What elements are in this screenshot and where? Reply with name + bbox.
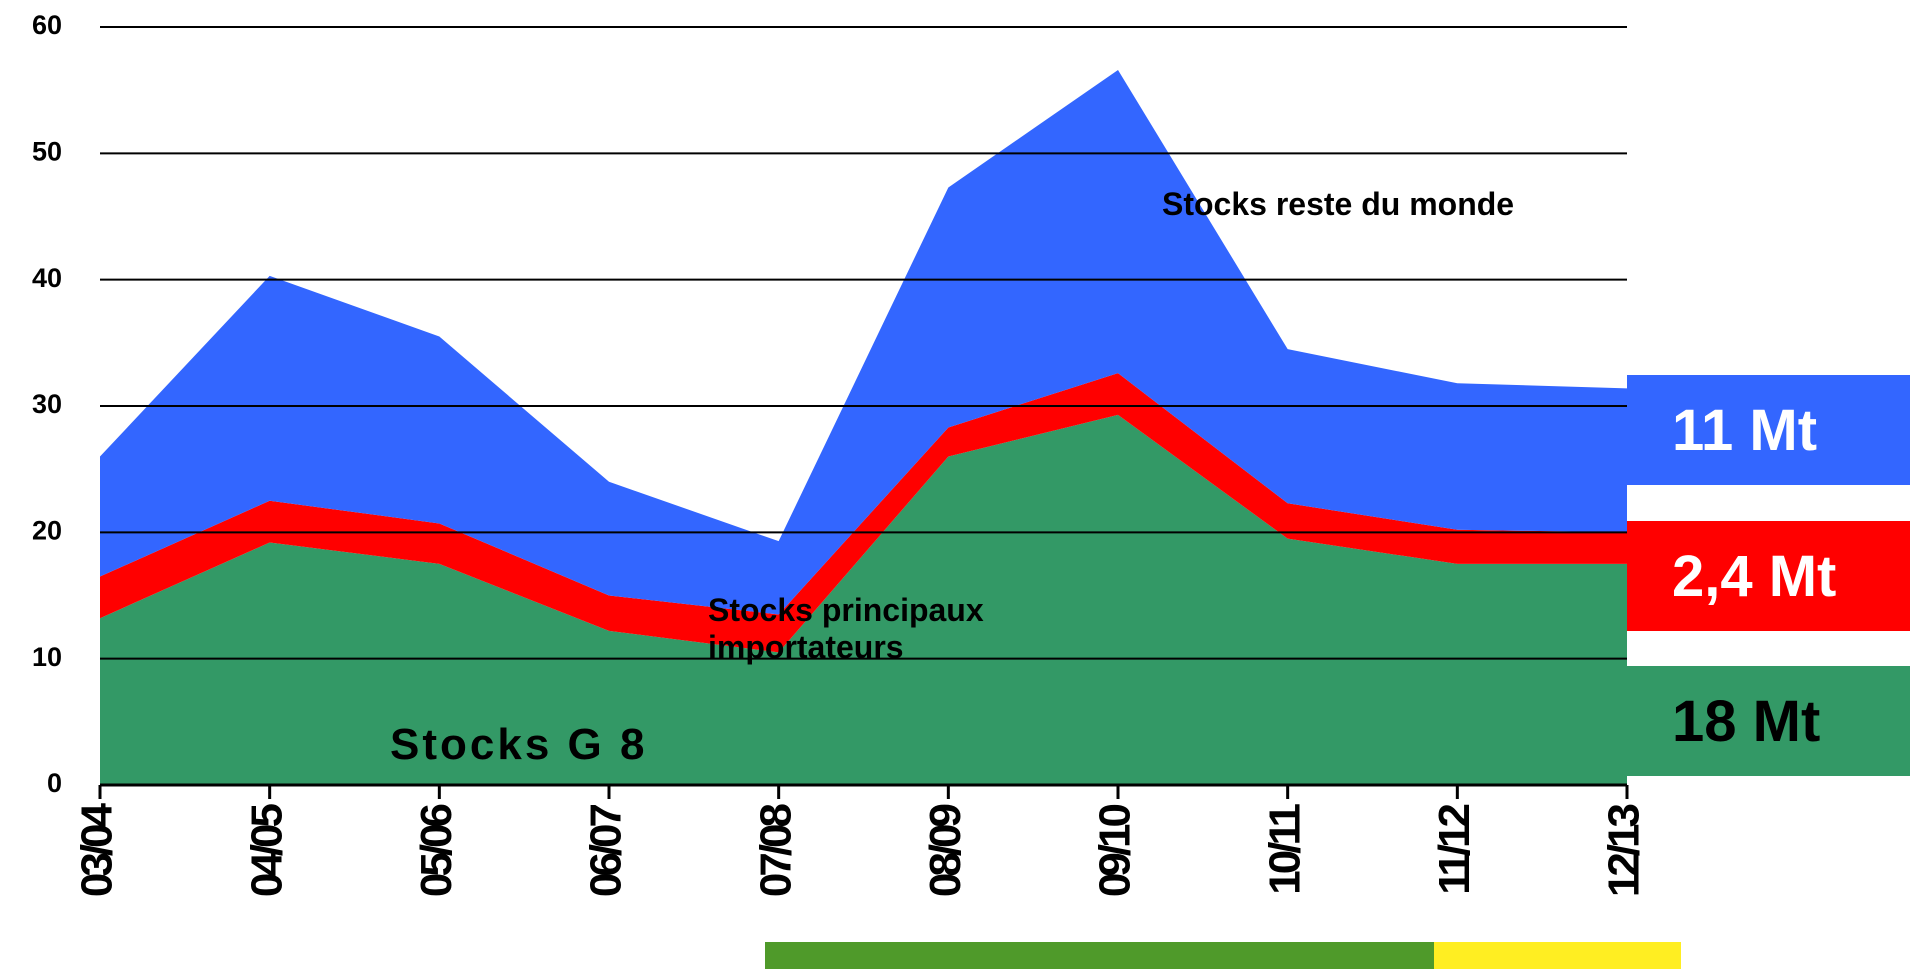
end-label: 18 Mt: [1627, 666, 1910, 776]
x-tick-label: 11/12: [1430, 804, 1479, 894]
y-tick-label: 20: [32, 515, 62, 545]
x-tick-label: 04/05: [242, 803, 291, 897]
x-tick-label: 08/09: [921, 804, 970, 897]
series-label: Stocks reste du monde: [1162, 186, 1515, 222]
end-label: 2,4 Mt: [1627, 521, 1910, 631]
strip-green: [765, 942, 1434, 969]
x-tick-label: 07/08: [751, 803, 800, 897]
area: [100, 69, 1627, 615]
y-tick-label: 60: [32, 10, 62, 40]
y-tick-label: 0: [47, 768, 62, 798]
series-label: Stocks principaux importateurs: [708, 592, 984, 665]
y-tick-label: 30: [32, 389, 62, 419]
x-tick-label: 05/06: [412, 804, 461, 897]
x-tick-label: 10/11: [1260, 803, 1309, 894]
x-tick-label: 03/04: [73, 802, 122, 897]
area: [100, 414, 1627, 785]
end-label: 11 Mt: [1627, 375, 1910, 485]
series-label: Stocks G 8: [390, 720, 648, 769]
area: [100, 373, 1627, 653]
y-tick-label: 50: [32, 136, 62, 166]
x-tick-label: 06/07: [582, 804, 631, 897]
x-tick-label: 12/13: [1600, 804, 1649, 897]
y-tick-label: 40: [32, 263, 62, 293]
y-tick-label: 10: [32, 642, 62, 672]
x-tick-label: 09/10: [1091, 804, 1140, 897]
strip-yellow: [1434, 942, 1681, 969]
